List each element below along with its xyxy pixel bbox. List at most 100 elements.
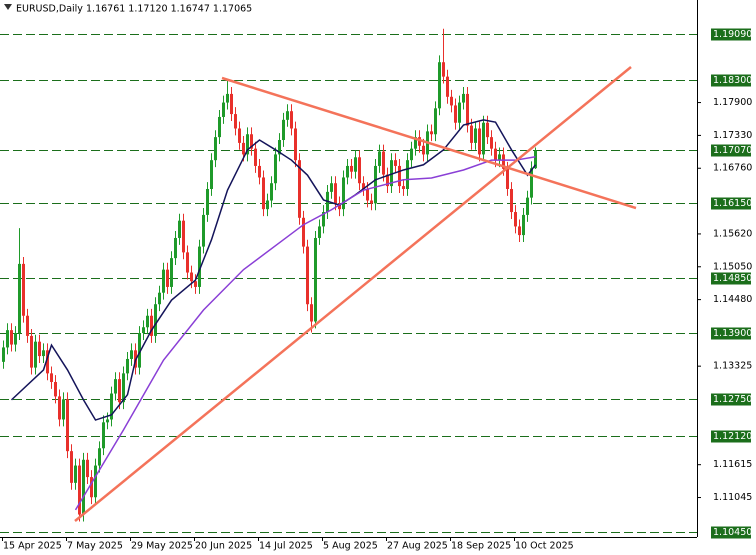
- y-tick-label: 1.13325: [713, 361, 752, 372]
- candle-body: [2, 347, 5, 362]
- candle-body: [34, 341, 37, 368]
- candle-body: [430, 131, 433, 135]
- candle-body: [26, 315, 29, 336]
- candle-body: [38, 341, 41, 357]
- candle-body: [318, 226, 321, 238]
- candle-body: [490, 137, 493, 149]
- level-label-box: [711, 526, 751, 539]
- candle-body: [222, 102, 225, 117]
- candle-body: [202, 214, 205, 247]
- candle-body: [82, 459, 85, 515]
- y-tick-label: 1.11615: [713, 459, 752, 470]
- candle-body: [6, 330, 9, 348]
- candle-body: [138, 333, 141, 368]
- candle-body: [158, 292, 161, 305]
- level-label-box: [711, 28, 751, 41]
- level-label: 1.12120: [713, 431, 752, 442]
- candle-body: [190, 272, 193, 282]
- candle-body: [290, 111, 293, 129]
- level-label: 1.19090: [713, 29, 752, 40]
- candle-body: [110, 393, 113, 420]
- candle-body: [22, 263, 25, 316]
- candle-body: [514, 212, 517, 227]
- candle-body: [218, 116, 221, 138]
- candle-body: [438, 62, 441, 109]
- candle-body: [226, 93, 229, 103]
- level-label: 1.18300: [713, 75, 752, 86]
- level-label-box: [711, 144, 751, 157]
- candle-body: [454, 105, 457, 123]
- candle-body: [338, 203, 341, 210]
- candle-body: [306, 246, 309, 305]
- candle-body: [50, 373, 53, 383]
- candle-body: [522, 214, 525, 236]
- ohlc-info: 1.16761 1.17120 1.16747 1.17065: [86, 4, 252, 15]
- x-tick-label: 5 Aug 2025: [323, 541, 378, 552]
- candle-body: [186, 252, 189, 273]
- candle-body: [526, 197, 529, 215]
- level-label: 1.10450: [713, 527, 752, 538]
- candle-body: [470, 125, 473, 143]
- candle-body: [174, 237, 177, 259]
- y-tick-label: 1.14480: [713, 294, 752, 305]
- candle-body: [370, 200, 373, 204]
- y-tick-label: 1.16760: [713, 163, 752, 174]
- candle-body: [106, 419, 109, 423]
- candle-body: [422, 145, 425, 155]
- candle-body: [94, 465, 97, 498]
- candle-body: [170, 258, 173, 287]
- candle-body: [206, 188, 209, 215]
- candle-body: [510, 188, 513, 213]
- level-label-box: [711, 197, 751, 210]
- level-label: 1.17070: [713, 145, 752, 156]
- candle-body: [386, 174, 389, 187]
- candle-body: [390, 160, 393, 187]
- candle-body: [418, 137, 421, 146]
- y-tick-label: 1.17330: [713, 130, 752, 141]
- candle-body: [198, 246, 201, 287]
- candle-body: [310, 304, 313, 322]
- candle-body: [506, 168, 509, 189]
- candle-body: [330, 183, 333, 192]
- candle-body: [18, 263, 21, 334]
- level-label-box: [711, 327, 751, 340]
- level-label-box: [711, 272, 751, 285]
- candle-body: [182, 220, 185, 253]
- candle-body: [350, 165, 353, 172]
- candle-body: [150, 315, 153, 336]
- x-tick-label: 18 Sep 2025: [451, 541, 511, 552]
- trend-line: [74, 66, 632, 522]
- candle-body: [154, 304, 157, 336]
- candle-body: [114, 379, 117, 394]
- candle-body: [378, 151, 381, 166]
- candle-body: [486, 122, 489, 138]
- candle-body: [70, 451, 73, 483]
- candle-body: [142, 327, 145, 334]
- y-tick-label: 1.11045: [713, 492, 752, 503]
- candle-body: [214, 137, 217, 161]
- candle-body: [178, 220, 181, 238]
- candle-body: [270, 183, 273, 201]
- candle-body: [90, 477, 93, 498]
- candle-body: [358, 157, 361, 184]
- candle-body: [254, 148, 257, 166]
- candle-body: [194, 281, 197, 287]
- candle-body: [534, 150, 537, 169]
- candle-body: [442, 62, 445, 77]
- candle-body: [494, 148, 497, 161]
- candle-body: [266, 200, 269, 210]
- candle-body: [10, 330, 13, 345]
- candle-body: [246, 134, 249, 155]
- x-tick-label: 14 Jul 2025: [259, 541, 313, 552]
- candle-body: [118, 379, 121, 403]
- candle-body: [530, 168, 533, 198]
- plot-area: [0, 28, 697, 533]
- candle-body: [314, 237, 317, 322]
- candle-body: [450, 96, 453, 106]
- level-label: 1.14850: [713, 273, 752, 284]
- chart-title: EURUSD,Daily: [16, 4, 83, 15]
- candle-body: [258, 165, 261, 178]
